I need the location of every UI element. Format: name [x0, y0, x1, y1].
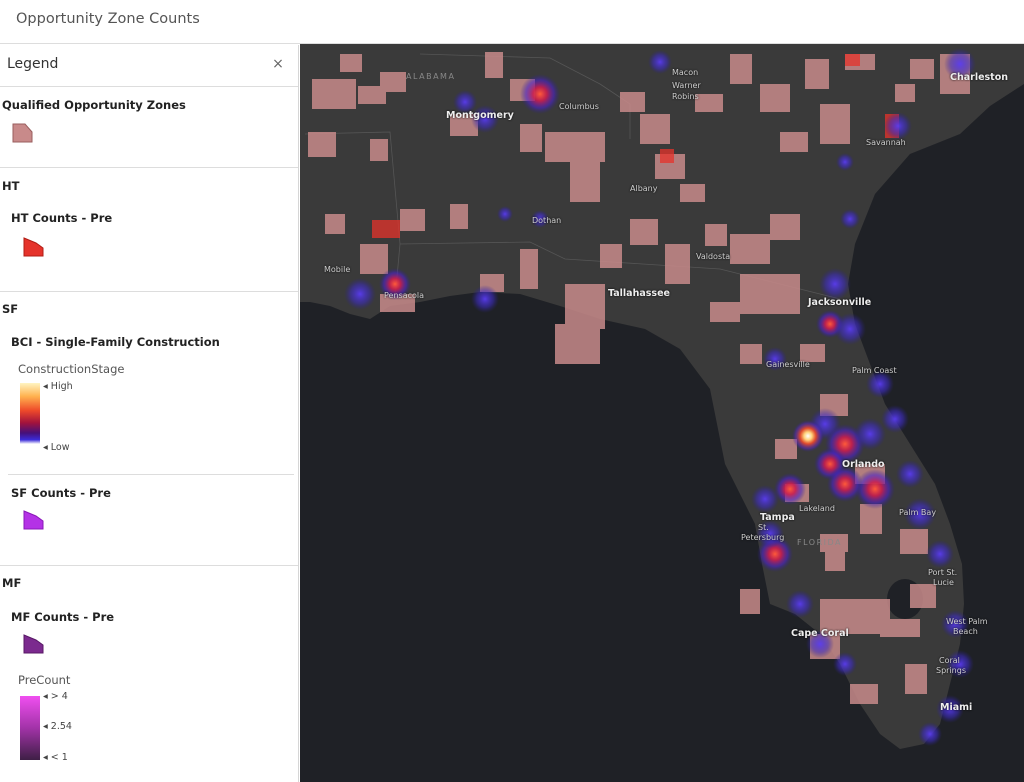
- legend-title: Legend: [7, 56, 59, 72]
- legend-header: Legend ×: [0, 45, 298, 87]
- precount-color-ramp: [20, 696, 40, 760]
- qoz-layer-title: Qualified Opportunity Zones: [2, 98, 186, 112]
- divider: [0, 291, 298, 292]
- divider: [0, 565, 298, 566]
- city-label: Tallahassee: [608, 288, 670, 299]
- mf-layer-title: MF Counts - Pre: [11, 610, 115, 624]
- legend-panel: Legend × Qualified Opportunity Zones HT …: [0, 45, 299, 782]
- city-label: Savannah: [866, 138, 906, 147]
- basemap: [300, 44, 1024, 749]
- mf-group-title: MF: [2, 576, 22, 590]
- city-label: Pensacola: [384, 291, 425, 300]
- city-label: Charleston: [950, 72, 1009, 83]
- ramp-mid-label: ◂ 2.54: [43, 721, 72, 732]
- city-label: Orlando: [842, 459, 885, 470]
- city-label: Lucie: [933, 578, 954, 587]
- city-label: Springs: [936, 666, 966, 675]
- heatmap-clusters: [344, 48, 976, 746]
- app-title: Opportunity Zone Counts: [16, 11, 200, 27]
- city-label: Valdosta: [696, 252, 731, 261]
- city-label: Petersburg: [741, 533, 785, 542]
- close-icon[interactable]: ×: [272, 56, 284, 72]
- city-label: Columbus: [559, 102, 599, 111]
- ramp-min-label: ◂ < 1: [43, 752, 68, 763]
- ramp-low-label: ◂ Low: [43, 442, 70, 453]
- city-label: Macon: [672, 68, 699, 77]
- ramp-max-label: ◂ > 4: [43, 691, 68, 702]
- qoz-swatch-icon: [12, 123, 33, 143]
- city-label: Warner: [672, 81, 701, 90]
- ht-layer-title: HT Counts - Pre: [11, 211, 113, 225]
- city-label: Jacksonville: [808, 297, 872, 308]
- state-label-florida: FLORIDA: [797, 538, 842, 547]
- ht-group-title: HT: [2, 179, 20, 193]
- city-label: Tampa: [760, 512, 795, 523]
- divider: [0, 167, 298, 168]
- mf-field-label: PreCount: [18, 673, 71, 687]
- county-line: [419, 53, 631, 139]
- map-view[interactable]: ALABAMA FLORIDA Macon Warner Robins Char…: [300, 44, 1024, 782]
- city-label: St.: [758, 523, 769, 532]
- city-label: Albany: [630, 184, 658, 193]
- city-label: Robins: [672, 92, 699, 101]
- heatmap-color-ramp: [20, 383, 40, 444]
- sf-field-label: ConstructionStage: [18, 362, 125, 376]
- city-label: Palm Bay: [899, 508, 937, 517]
- sf-bci-title: BCI - Single-Family Construction: [11, 335, 220, 349]
- sf-swatch-icon: [23, 510, 44, 530]
- opportunity-zones: [308, 52, 970, 704]
- city-label: Montgomery: [446, 110, 514, 121]
- city-label: Cape Coral: [791, 628, 849, 639]
- city-label: Miami: [940, 702, 973, 713]
- city-label: Beach: [953, 627, 978, 636]
- state-label-alabama: ALABAMA: [406, 72, 456, 81]
- sf-counts-title: SF Counts - Pre: [11, 486, 111, 500]
- sf-group-title: SF: [2, 302, 19, 316]
- ramp-high-label: ◂ High: [43, 381, 73, 392]
- ht-swatch-icon: [23, 237, 44, 257]
- city-label: West Palm: [946, 617, 988, 626]
- city-label: Port St.: [928, 568, 958, 577]
- app-header: Opportunity Zone Counts: [0, 0, 1024, 44]
- mf-swatch-icon: [23, 634, 44, 654]
- city-label: Palm Coast: [852, 366, 897, 375]
- city-label: Coral: [939, 656, 960, 665]
- city-label: Lakeland: [799, 504, 835, 513]
- divider: [8, 474, 294, 475]
- city-label: Dothan: [532, 216, 562, 225]
- city-label: Gainesville: [766, 360, 810, 369]
- city-label: Mobile: [324, 265, 351, 274]
